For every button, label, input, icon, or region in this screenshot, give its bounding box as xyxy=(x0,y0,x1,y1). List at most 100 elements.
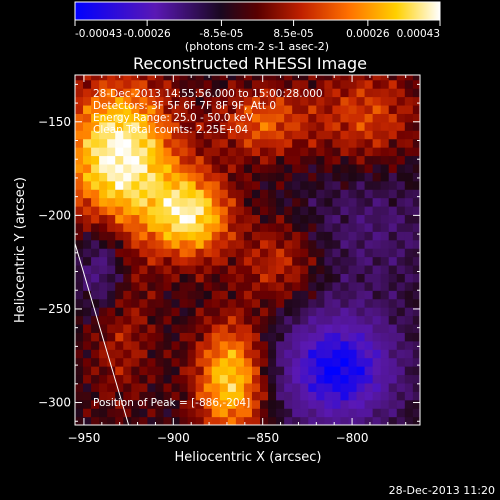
heatmap-cell xyxy=(260,332,269,342)
heatmap-cell xyxy=(99,416,108,425)
heatmap-cell xyxy=(260,239,269,249)
heatmap-cell xyxy=(364,315,374,325)
heatmap-cell xyxy=(211,172,221,182)
heatmap-cell xyxy=(260,104,269,114)
heatmap-cell xyxy=(219,281,229,291)
heatmap-cell xyxy=(211,264,221,274)
heatmap-cell xyxy=(107,163,116,173)
heatmap-cell xyxy=(332,281,342,291)
heatmap-cell xyxy=(372,222,382,232)
heatmap-cell xyxy=(243,408,253,418)
heatmap-cell xyxy=(243,340,253,350)
heatmap-cell xyxy=(243,273,253,283)
heatmap-cell xyxy=(300,197,309,207)
heatmap-cell xyxy=(171,256,181,266)
heatmap-cell xyxy=(292,79,301,89)
heatmap-cell xyxy=(83,88,92,98)
heatmap-cell xyxy=(300,382,309,392)
heatmap-cell xyxy=(115,138,124,148)
heatmap-cell xyxy=(308,399,317,409)
heatmap-cell xyxy=(396,416,406,425)
heatmap-cell xyxy=(412,206,420,216)
heatmap-cell xyxy=(332,172,342,182)
heatmap-cell xyxy=(412,75,420,81)
heatmap-cell xyxy=(147,357,157,367)
heatmap-cell xyxy=(308,88,317,98)
heatmap-cell xyxy=(404,189,414,199)
heatmap-cell xyxy=(107,264,116,274)
heatmap-cell xyxy=(155,416,165,425)
heatmap-cell xyxy=(412,138,420,148)
heatmap-cell xyxy=(187,79,197,89)
heatmap-cell xyxy=(83,163,92,173)
heatmap-cell xyxy=(260,88,269,98)
heatmap-cell xyxy=(219,408,229,418)
heatmap-cell xyxy=(316,248,325,258)
heatmap-cell xyxy=(243,88,253,98)
heatmap-cell xyxy=(179,307,189,317)
heatmap-cell xyxy=(404,256,414,266)
heatmap-cell xyxy=(155,357,165,367)
heatmap-cell xyxy=(324,206,334,216)
heatmap-cell xyxy=(251,248,261,258)
heatmap-cell xyxy=(75,163,84,173)
heatmap-cell xyxy=(364,180,374,190)
heatmap-cell xyxy=(388,155,398,165)
heatmap-cell xyxy=(155,239,165,249)
heatmap-cell xyxy=(292,180,301,190)
heatmap-cell xyxy=(260,138,269,148)
heatmap-cell xyxy=(115,96,124,106)
heatmap-cell xyxy=(195,113,205,123)
heatmap-cell xyxy=(396,323,406,333)
heatmap-cell xyxy=(83,206,92,216)
heatmap-cell xyxy=(115,104,124,114)
heatmap-cell xyxy=(348,408,358,418)
heatmap-cell xyxy=(412,307,420,317)
heatmap-cell xyxy=(123,155,132,165)
heatmap-cell xyxy=(396,88,406,98)
heatmap-cell xyxy=(203,163,213,173)
heatmap-cell xyxy=(332,104,342,114)
heatmap-cell xyxy=(364,290,374,300)
heatmap-cell xyxy=(83,172,92,182)
heatmap-cell xyxy=(316,416,325,425)
heatmap-cell xyxy=(123,290,132,300)
heatmap-cell xyxy=(139,332,148,342)
heatmap-cell xyxy=(308,104,317,114)
heatmap-cell xyxy=(364,374,374,384)
heatmap-cell xyxy=(300,256,309,266)
heatmap-cell xyxy=(195,298,205,308)
heatmap-cell xyxy=(412,416,420,425)
heatmap-cell xyxy=(187,88,197,98)
heatmap-cell xyxy=(260,340,269,350)
heatmap-cell xyxy=(243,138,253,148)
heatmap-cell xyxy=(83,298,92,308)
heatmap-cell xyxy=(155,113,165,123)
heatmap-cell xyxy=(115,332,124,342)
heatmap-cell xyxy=(91,408,100,418)
heatmap-cell xyxy=(348,239,358,249)
heatmap-cell xyxy=(356,307,366,317)
heatmap-cell xyxy=(115,172,124,182)
heatmap-cell xyxy=(324,138,334,148)
heatmap-cell xyxy=(300,189,309,199)
heatmap-cell xyxy=(292,222,301,232)
heatmap-cell xyxy=(179,399,189,409)
heatmap-cell xyxy=(372,357,382,367)
heatmap-cell xyxy=(356,239,366,249)
heatmap-cell xyxy=(396,315,406,325)
heatmap-cell xyxy=(268,256,277,266)
heatmap-cell xyxy=(99,138,108,148)
heatmap-cell xyxy=(356,374,366,384)
heatmap-cell xyxy=(195,138,205,148)
heatmap-cell xyxy=(364,357,374,367)
heatmap-cell xyxy=(107,88,116,98)
heatmap-cell xyxy=(316,349,325,359)
heatmap-cell xyxy=(171,374,181,384)
heatmap-cell xyxy=(147,155,157,165)
heatmap-cell xyxy=(107,256,116,266)
heatmap-cell xyxy=(83,197,92,207)
heatmap-cell xyxy=(388,391,398,401)
heatmap-cell xyxy=(308,315,317,325)
heatmap-cell xyxy=(147,416,157,425)
